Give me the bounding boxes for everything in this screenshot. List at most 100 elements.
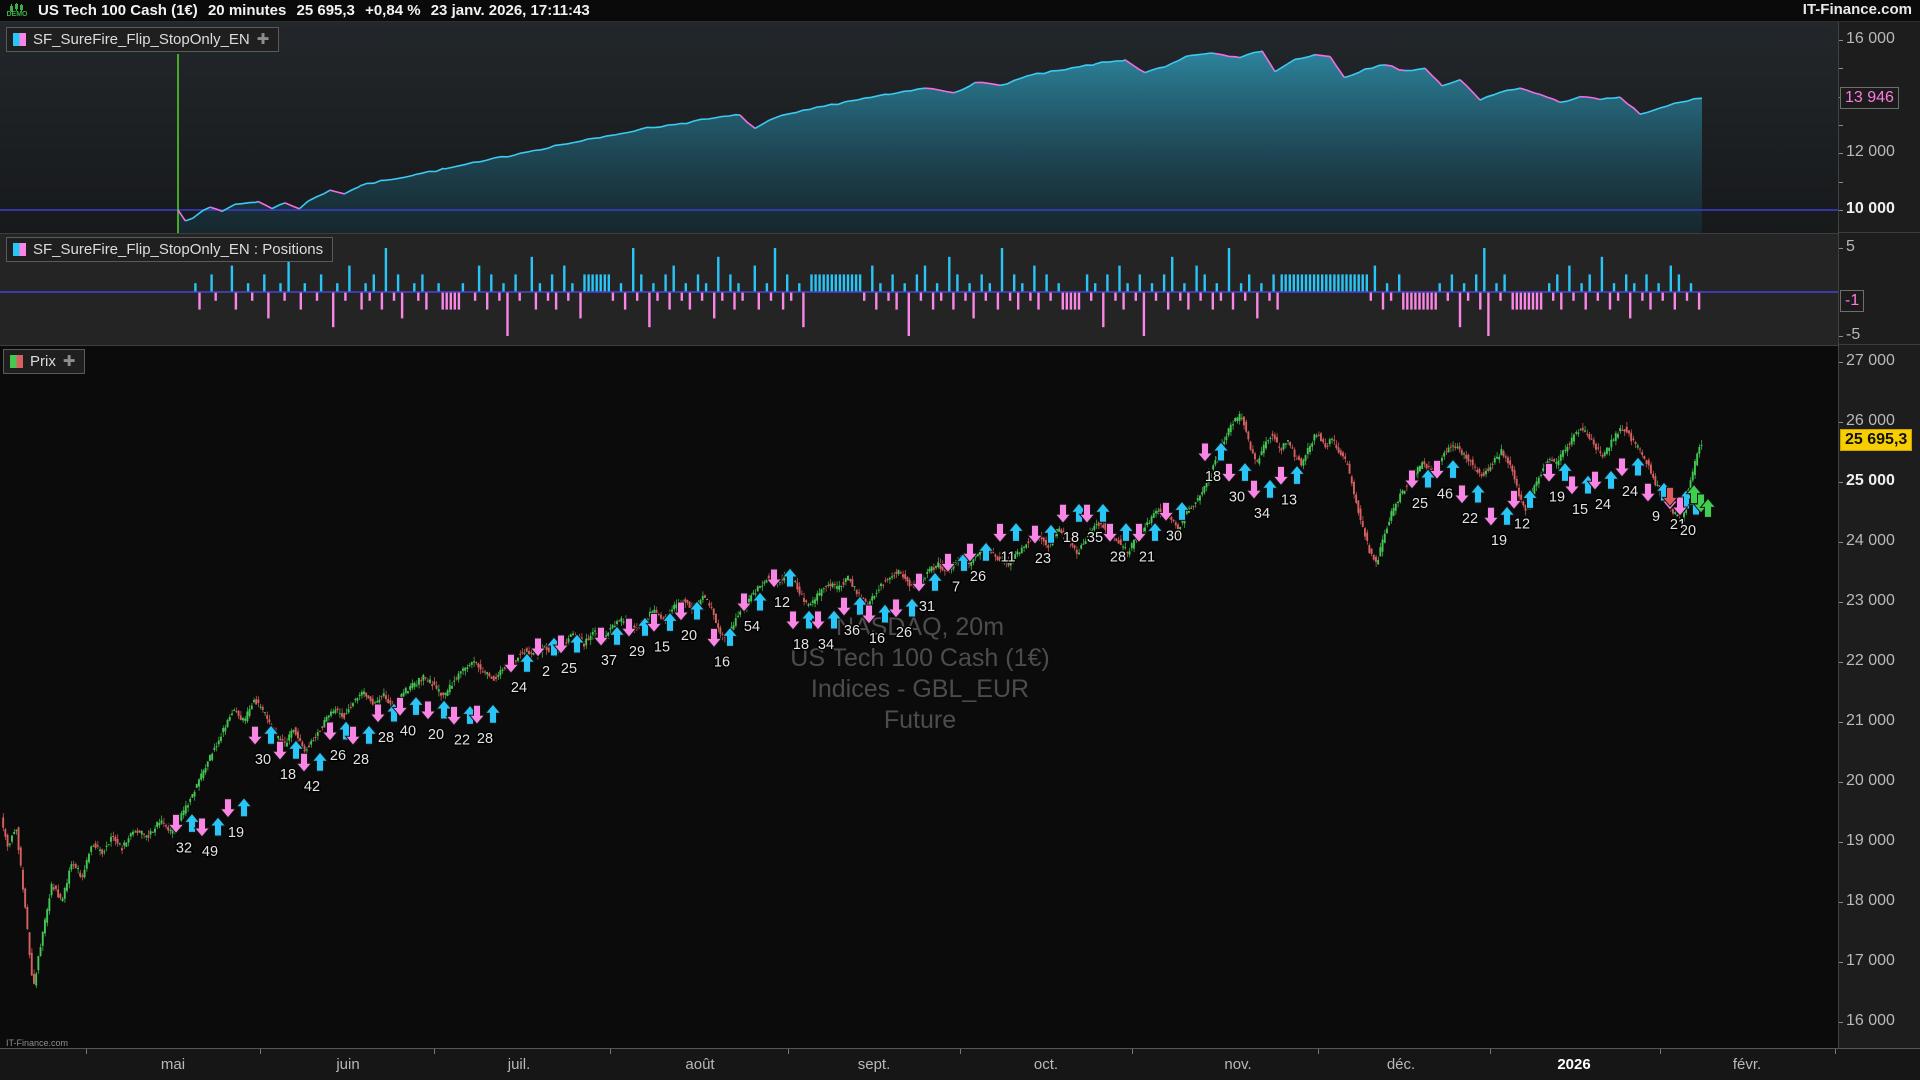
- trade-marker[interactable]: 28: [468, 703, 502, 749]
- equity-curve: [177, 50, 1703, 222]
- trade-marker[interactable]: 49: [193, 816, 227, 862]
- trade-marker[interactable]: 32: [167, 812, 201, 858]
- trade-marker[interactable]: 26: [961, 541, 995, 587]
- time-axis-tick: [788, 1049, 789, 1054]
- x-axis-label-fvr: févr.: [1732, 1056, 1762, 1073]
- trade-duration-label: 22: [454, 732, 470, 748]
- trade-marker[interactable]: 37: [592, 625, 626, 671]
- trade-marker[interactable]: 16: [860, 603, 894, 649]
- axis-tick: [1839, 722, 1843, 723]
- trade-marker[interactable]: 46: [1428, 458, 1462, 504]
- trade-marker[interactable]: 35: [1078, 502, 1112, 548]
- trade-marker[interactable]: 36: [835, 595, 869, 641]
- trade-duration-label: 12: [774, 595, 790, 611]
- header: DEMO US Tech 100 Cash (1€) 20 minutes 25…: [0, 0, 1920, 22]
- trade-duration-label: 19: [1549, 489, 1565, 505]
- trade-marker[interactable]: 29: [620, 616, 654, 662]
- trade-duration-label: 19: [1491, 533, 1507, 549]
- trade-marker[interactable]: 21: [1661, 489, 1695, 535]
- trade-marker[interactable]: 24: [1613, 456, 1647, 502]
- trade-duration-label: 28: [477, 731, 493, 747]
- trade-marker[interactable]: 22: [445, 704, 479, 750]
- trade-marker[interactable]: 26: [321, 720, 355, 766]
- trade-duration-label: 20: [681, 628, 697, 644]
- add-indicator-icon[interactable]: ✚: [62, 353, 76, 370]
- time-axis-tick: [260, 1049, 261, 1054]
- trade-marker[interactable]: 19: [219, 797, 253, 842]
- trade-duration-label: 18: [793, 637, 809, 653]
- axis-tick: [1839, 362, 1843, 363]
- trade-marker[interactable]: 25: [552, 633, 586, 679]
- trade-marker[interactable]: 18: [784, 609, 818, 655]
- demo-label: DEMO: [6, 11, 28, 18]
- trade-marker[interactable]: 28: [1101, 521, 1135, 567]
- trade-duration-label: 7: [952, 579, 960, 595]
- price-panel-label[interactable]: Prix ✚: [3, 349, 86, 374]
- trade-marker[interactable]: 25: [1403, 468, 1437, 514]
- add-indicator-icon[interactable]: ✚: [256, 31, 270, 48]
- trade-marker[interactable]: 15: [645, 611, 679, 657]
- trade-marker[interactable]: 30: [1220, 461, 1254, 507]
- trade-duration-label: 54: [744, 619, 760, 635]
- trade-marker[interactable]: 18: [1196, 441, 1230, 487]
- trade-marker[interactable]: 16: [705, 626, 739, 672]
- trade-marker[interactable]: 19: [1482, 505, 1516, 551]
- trade-duration-label: 36: [844, 623, 860, 639]
- trade-marker[interactable]: 28: [344, 724, 378, 770]
- time-axis[interactable]: mai juin juil. août sept. oct. nov. déc. 2026 fév…: [0, 1048, 1920, 1080]
- trade-marker[interactable]: 34: [1245, 478, 1279, 524]
- trade-duration-label: 28: [378, 730, 394, 746]
- trade-marker-signal[interactable]: [1699, 497, 1717, 518]
- trade-marker[interactable]: 11: [991, 521, 1025, 567]
- trade-marker[interactable]: 20: [419, 699, 453, 745]
- trade-marker[interactable]: 24: [502, 652, 536, 698]
- trade-marker[interactable]: 20: [672, 600, 706, 646]
- price-panel[interactable]: [0, 345, 1838, 1048]
- trade-marker[interactable]: 19: [1540, 461, 1574, 507]
- trade-marker[interactable]: 13: [1272, 464, 1306, 510]
- y-axis-label: 19 000: [1846, 832, 1895, 849]
- trade-marker[interactable]: 2: [529, 636, 563, 682]
- axis-tick: [1839, 602, 1843, 603]
- trade-marker[interactable]: 40: [391, 695, 425, 741]
- y-axis-label: 12 000: [1846, 143, 1895, 161]
- trade-marker[interactable]: 21: [1130, 521, 1164, 567]
- y-axis-label: 25 000: [1846, 472, 1895, 489]
- axis-tick: [1839, 153, 1843, 155]
- trade-marker[interactable]: 34: [809, 609, 843, 655]
- x-axis-label-oct: oct.: [1033, 1056, 1059, 1073]
- x-axis-label-juil: juil.: [507, 1056, 531, 1073]
- trade-marker[interactable]: 42: [295, 751, 329, 797]
- trade-marker[interactable]: 15: [1563, 474, 1597, 520]
- equity-indicator-label[interactable]: SF_SureFire_Flip_StopOnly_EN ✚: [6, 27, 280, 52]
- axis-tick: [1839, 248, 1843, 249]
- timeframe: 20 minutes: [207, 2, 287, 19]
- trade-duration-label: 30: [1166, 528, 1182, 544]
- trade-marker[interactable]: 18: [1054, 502, 1088, 548]
- trade-marker[interactable]: 12: [765, 567, 799, 613]
- trade-marker[interactable]: 30: [1157, 500, 1191, 546]
- trade-marker[interactable]: 24: [1586, 469, 1620, 515]
- panel-separator: [1839, 344, 1920, 345]
- time-axis-tick: [1132, 1049, 1133, 1054]
- trade-marker[interactable]: 22: [1453, 483, 1487, 529]
- price-axis-column[interactable]: 16 000 12 000 10 000 5 -5 27 000 26 000 25 000 2…: [1838, 22, 1920, 1048]
- axis-tick: [1839, 842, 1843, 843]
- equity-area: [178, 50, 1702, 233]
- trade-marker[interactable]: 18: [271, 739, 305, 785]
- trade-marker[interactable]: 54: [735, 591, 769, 637]
- trade-duration-label: 26: [970, 569, 986, 585]
- trade-marker[interactable]: 30: [246, 724, 280, 770]
- trade-marker[interactable]: 23: [1026, 523, 1060, 569]
- trade-duration-label: 24: [1595, 497, 1611, 513]
- trade-duration-label: 35: [1087, 530, 1103, 546]
- trade-marker-signal[interactable]: [1661, 486, 1679, 508]
- trade-duration-label: 40: [400, 723, 416, 739]
- trade-marker[interactable]: 31: [910, 571, 944, 617]
- trade-duration-label: 20: [428, 727, 444, 743]
- positions-indicator-label[interactable]: SF_SureFire_Flip_StopOnly_EN : Positions: [6, 237, 334, 262]
- trade-marker[interactable]: 26: [887, 597, 921, 643]
- price-change: +0,84 %: [365, 2, 421, 19]
- trade-marker[interactable]: 12: [1505, 488, 1539, 534]
